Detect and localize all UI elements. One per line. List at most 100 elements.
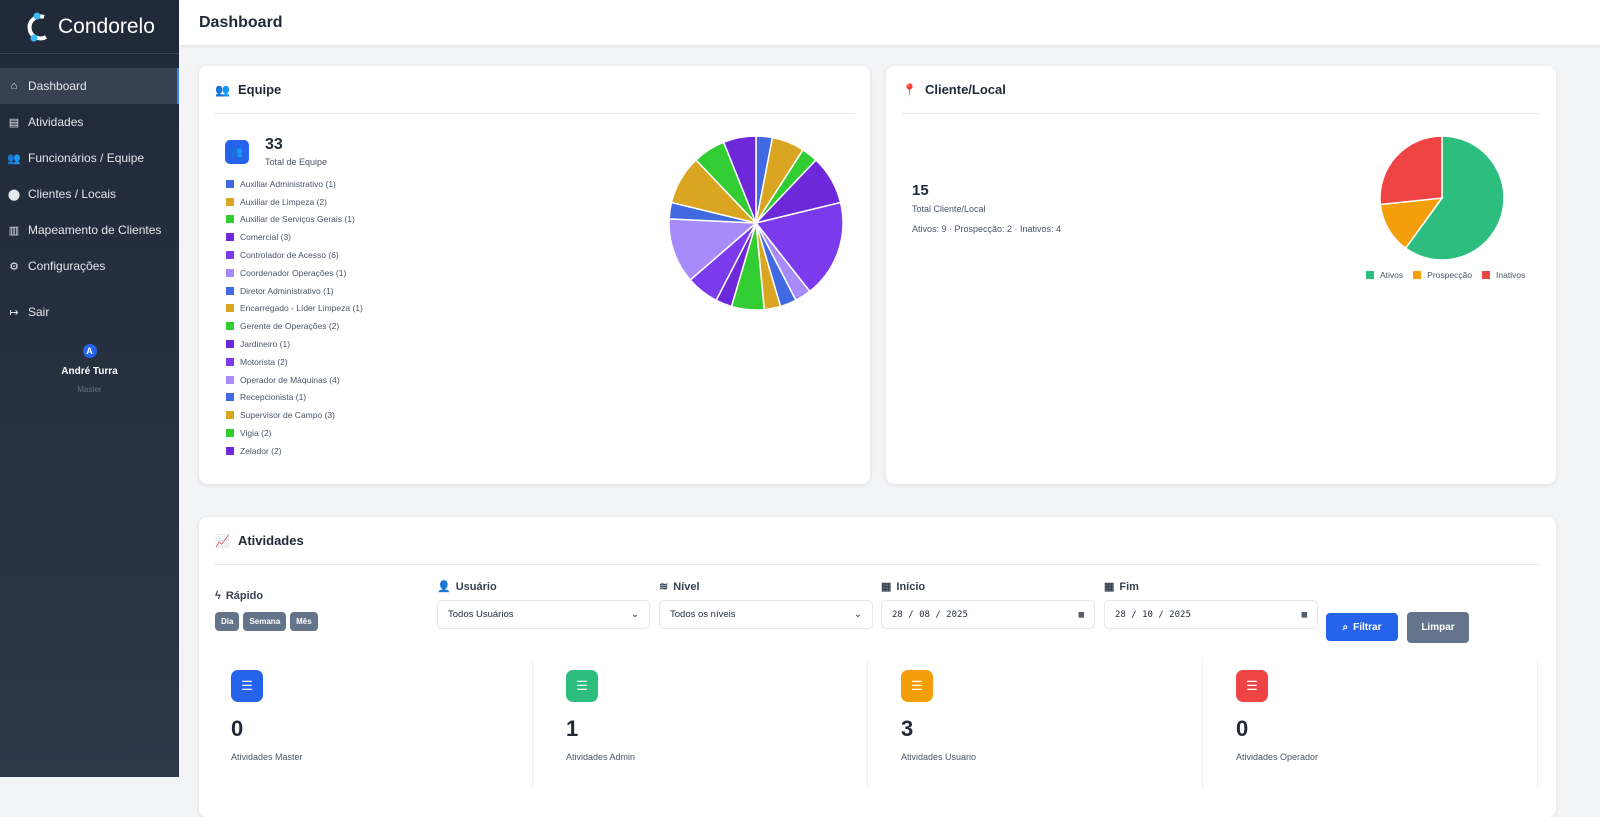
semana-button[interactable]: Semana xyxy=(243,612,287,631)
nivel-select[interactable]: Todos os níveis ⌄ xyxy=(659,600,873,629)
list-icon: ☰ xyxy=(566,670,598,702)
stat-card: ☰ 0 Atividades Operador xyxy=(1220,658,1538,788)
logout-button[interactable]: ↦ Sair xyxy=(0,294,179,330)
stat-card: ☰ 3 Atividades Usuario xyxy=(885,658,1203,788)
limpar-button[interactable]: Limpar xyxy=(1407,612,1469,643)
legend-swatch xyxy=(226,251,234,260)
pie-slice-controlador-de-acesso[interactable] xyxy=(754,201,843,293)
cliente-summary: Ativos: 9 · Prospecção: 2 · Inativos: 4 xyxy=(912,224,1062,234)
sidebar-item-clientes-locais[interactable]: ⬤ Clientes / Locais xyxy=(0,176,179,212)
pie-slice-zelador[interactable] xyxy=(722,136,757,224)
calendar-icon: ▦ xyxy=(881,581,892,593)
logo-icon xyxy=(27,12,47,41)
cliente-legend: Ativos Prospecção Inativos xyxy=(1366,266,1525,284)
stat-value: 0 xyxy=(231,716,244,741)
legend-label: Jardineiro (1) xyxy=(240,339,291,350)
legend-label: Operador de Máquinas (4) xyxy=(240,374,340,385)
cliente-card: 📍 Cliente/Local 15 Total Cliente/Local At… xyxy=(886,66,1556,484)
legend-swatch xyxy=(1482,270,1491,279)
legend-swatch xyxy=(226,340,234,349)
legend-label: Ativos xyxy=(1380,269,1404,280)
legend-label: Inativos xyxy=(1496,269,1526,280)
fim-date-input[interactable]: 28 / 10 / 2025 ▦ xyxy=(1104,600,1318,629)
legend-item[interactable]: Vigia (2) xyxy=(226,424,363,442)
pie-slice-inativos[interactable] xyxy=(1380,136,1443,206)
chevron-down-icon: ⌄ xyxy=(631,609,639,620)
stat-label: Atividades Usuario xyxy=(901,752,977,762)
legend-item[interactable]: Controlador de Acesso (6) xyxy=(226,246,363,264)
sidebar-item-label: Configurações xyxy=(28,259,106,273)
legend-swatch xyxy=(226,286,234,295)
pie-slice-ativos[interactable] xyxy=(1404,136,1504,260)
user-profile[interactable]: A André Turra Master xyxy=(0,344,179,394)
legend-item[interactable]: Auxiliar Administrativo (1) xyxy=(226,175,363,193)
filtrar-button[interactable]: ⌕ Filtrar xyxy=(1326,613,1398,641)
nivel-label: Nível xyxy=(673,580,700,593)
legend-item[interactable]: Inativos xyxy=(1482,266,1525,284)
legend-swatch xyxy=(226,268,234,277)
legend-swatch xyxy=(226,197,234,206)
legend-item[interactable]: Jardineiro (1) xyxy=(226,335,363,353)
legend-label: Prospecção xyxy=(1427,269,1473,280)
equipe-total: 33 xyxy=(265,136,283,153)
cliente-pie-chart xyxy=(1380,136,1504,260)
calendar-icon[interactable]: ▦ xyxy=(1301,609,1307,620)
legend-label: Auxiliar de Limpeza (2) xyxy=(240,196,327,207)
legend-item[interactable]: Motorista (2) xyxy=(226,353,363,371)
sidebar-item-mapeamento-de-clientes[interactable]: ▥ Mapeamento de Clientes xyxy=(0,212,179,248)
cliente-title: Cliente/Local xyxy=(924,82,1006,97)
sidebar-item-configura-es[interactable]: ⚙ Configurações xyxy=(0,248,179,284)
legend-swatch xyxy=(226,375,234,384)
legend-item[interactable]: Auxiliar de Serviços Gerais (1) xyxy=(226,211,363,229)
page-title: Dashboard xyxy=(179,0,1600,45)
inicio-date-input[interactable]: 28 / 08 / 2025 ▦ xyxy=(881,600,1095,629)
stat-value: 3 xyxy=(901,716,914,741)
legend-item[interactable]: Ativos xyxy=(1366,266,1403,284)
clipboard-icon: ▤ xyxy=(8,116,20,129)
sidebar-item-label: Funcionários / Equipe xyxy=(28,151,145,165)
sidebar-item-label: Mapeamento de Clientes xyxy=(28,223,162,237)
sidebar-item-funcion-rios-equipe[interactable]: 👥 Funcionários / Equipe xyxy=(0,140,179,176)
users-icon: 👥 xyxy=(215,82,230,97)
inicio-value: 28 / 08 / 2025 xyxy=(892,609,968,620)
legend-item[interactable]: Gerente de Operações (2) xyxy=(226,317,363,335)
legend-item[interactable]: Encarregado - Líder Limpeza (1) xyxy=(226,300,363,318)
list-icon: ☰ xyxy=(1236,670,1268,702)
filtrar-label: Filtrar xyxy=(1353,621,1382,633)
usuario-select[interactable]: Todos Usuários ⌄ xyxy=(437,600,650,629)
legend-item[interactable]: Comercial (3) xyxy=(226,228,363,246)
legend-item[interactable]: Supervisor de Campo (3) xyxy=(226,406,363,424)
sidebar: Condorelo ⌂ Dashboard ▤ Atividades 👥 Funcioná… xyxy=(0,0,179,777)
app-name: Condorelo xyxy=(58,14,155,38)
legend-item[interactable]: Prospecção xyxy=(1413,266,1472,284)
user-icon: 👤 xyxy=(437,581,451,593)
sidebar-item-label: Clientes / Locais xyxy=(28,187,117,201)
dia-button[interactable]: Dia xyxy=(215,612,240,631)
stat-card: ☰ 1 Atividades Admin xyxy=(550,658,868,788)
sidebar-item-atividades[interactable]: ▤ Atividades xyxy=(0,104,179,140)
mes-button[interactable]: Mês xyxy=(290,612,318,631)
stat-card: ☰ 0 Atividades Master xyxy=(215,658,533,788)
search-icon: ⌕ xyxy=(1342,621,1349,633)
legend-item[interactable]: Coordenador Operações (1) xyxy=(226,264,363,282)
legend-item[interactable]: Operador de Máquinas (4) xyxy=(226,371,363,389)
legend-item[interactable]: Zelador (2) xyxy=(226,442,363,460)
legend-item[interactable]: Auxiliar de Limpeza (2) xyxy=(226,193,363,211)
legend-swatch xyxy=(1413,270,1422,279)
atividades-title: Atividades xyxy=(237,533,304,548)
legend-item[interactable]: Recepcionista (1) xyxy=(226,389,363,407)
list-icon: ☰ xyxy=(231,670,263,702)
legend-label: Zelador (2) xyxy=(240,445,282,456)
rapido-label: Rápido xyxy=(225,590,264,602)
legend-swatch xyxy=(226,393,234,402)
legend-label: Auxiliar Administrativo (1) xyxy=(240,178,336,189)
legend-item[interactable]: Diretor Administrativo (1) xyxy=(226,282,363,300)
sidebar-item-dashboard[interactable]: ⌂ Dashboard xyxy=(0,68,179,104)
legend-swatch xyxy=(226,215,234,224)
pie-slice-operador-de-m-quinas[interactable] xyxy=(669,218,758,282)
user-role: Master xyxy=(77,385,102,394)
legend-label: Controlador de Acesso (6) xyxy=(240,250,339,261)
calendar-icon[interactable]: ▦ xyxy=(1078,609,1084,620)
logo[interactable]: Condorelo xyxy=(0,0,179,54)
bolt-icon: ϟ xyxy=(215,590,221,602)
